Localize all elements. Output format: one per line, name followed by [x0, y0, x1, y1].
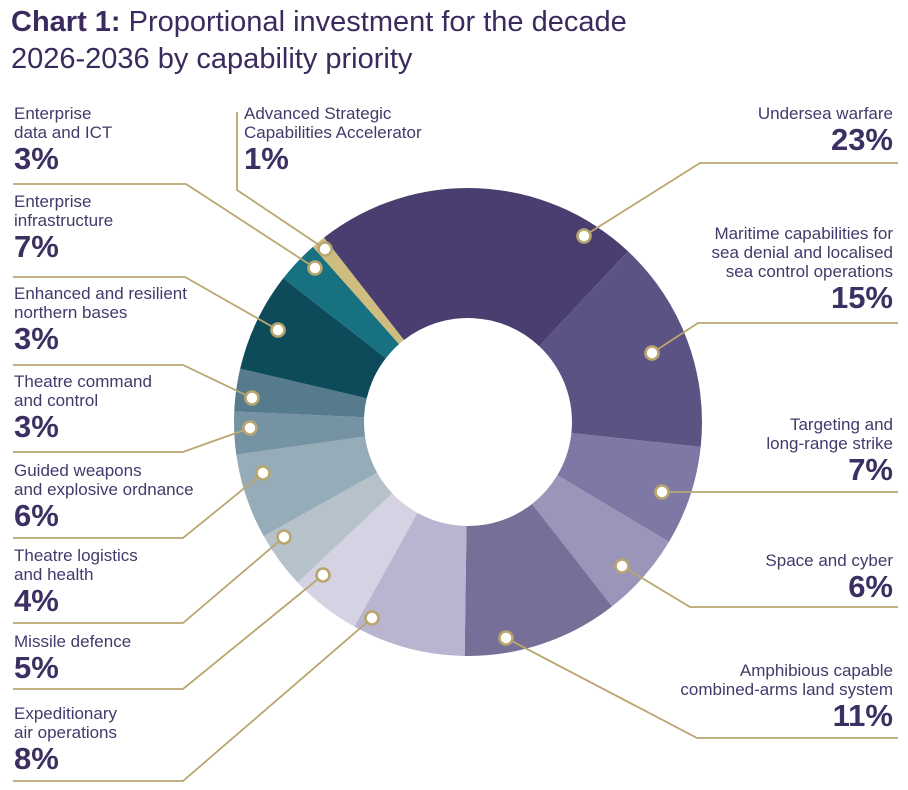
slice-percentage: 1% [244, 141, 289, 176]
slice-label-guided-weapons-ordnance: Guided weapons and explosive ordnance 6% [14, 461, 194, 532]
leader-dot-expeditionary-air-operations [364, 610, 380, 626]
slice-label-theatre-logistics-health: Theatre logistics and health 4% [14, 546, 138, 617]
donut-slice-maritime-capabilities [539, 251, 703, 447]
leader-dot-theatre-logistics-health [276, 529, 292, 545]
donut-slice-expeditionary-air-operations [354, 512, 467, 656]
slice-label-text: Enterprise data and ICT [14, 104, 113, 142]
leader-line-theatre-command-control [13, 427, 251, 453]
leader-line-maritime-capabilities [651, 322, 898, 354]
donut-slice-theatre-logistics-health [263, 472, 393, 583]
slice-label-expeditionary-air-operations: Expeditionary air operations 8% [14, 704, 117, 775]
leader-line-space-and-cyber [621, 565, 898, 608]
slice-label-text: Missile defence [14, 632, 132, 651]
leader-dot-targeting-long-range-strike [654, 484, 670, 500]
donut-slice-enterprise-infrastructure [240, 278, 386, 399]
slice-label-text: Space and cyber [765, 551, 893, 570]
slice-label-text: Maritime capabilities for sea denial and … [711, 224, 893, 281]
slice-label-text: Advanced Strategic Capabilities Accelerat… [244, 104, 422, 142]
slice-label-theatre-command-control: Theatre command and control 3% [14, 372, 152, 443]
slice-label-targeting-long-range-strike: Targeting and long-range strike 7% [766, 415, 893, 486]
slice-percentage: 3% [14, 409, 59, 444]
leader-dot-undersea-warfare [576, 228, 592, 244]
donut-slice-missile-defence [297, 493, 418, 627]
slice-label-amphibious-land-system: Amphibious capable combined-arms land sys… [680, 661, 893, 732]
donut-slice-advanced-strategic-capabilities-accelerator [312, 237, 404, 345]
slice-label-text: Enhanced and resilient northern bases [14, 284, 187, 322]
leader-dot-guided-weapons-ordnance [255, 465, 271, 481]
leader-line-advanced-strategic-capabilities-accelerator [236, 112, 326, 250]
slice-label-enterprise-infrastructure: Enterprise infrastructure 7% [14, 192, 113, 263]
leader-line-northern-bases [13, 364, 253, 399]
chart-title-line2: 2026-2036 by capability priority [11, 43, 413, 75]
slice-label-text: Undersea warfare [757, 104, 893, 123]
slice-label-text: Theatre command and control [14, 372, 152, 410]
slice-percentage: 3% [14, 321, 59, 356]
leader-line-undersea-warfare [583, 162, 898, 237]
slice-label-text: Theatre logistics and health [14, 546, 138, 584]
leader-dot-enterprise-infrastructure [270, 322, 286, 338]
slice-percentage: 6% [848, 569, 893, 604]
slice-percentage: 3% [14, 141, 59, 176]
donut-slice-targeting-long-range-strike [557, 433, 701, 542]
slice-percentage: 5% [14, 650, 59, 685]
slice-percentage: 11% [832, 698, 893, 733]
leader-line-missile-defence [13, 574, 324, 690]
slice-label-text: Expeditionary air operations [14, 704, 118, 742]
slice-label-text: Enterprise infrastructure [14, 192, 114, 230]
chart-title: Chart 1: Proportional investment for the… [11, 4, 791, 78]
slice-label-space-and-cyber: Space and cyber 6% [765, 551, 893, 603]
slice-percentage: 7% [14, 229, 59, 264]
leader-dot-northern-bases [244, 390, 260, 406]
leader-dot-maritime-capabilities [644, 345, 660, 361]
slice-label-maritime-capabilities: Maritime capabilities for sea denial and … [712, 224, 893, 314]
leader-line-expeditionary-air-operations [13, 617, 373, 782]
leader-line-guided-weapons-ordnance [13, 472, 264, 539]
slice-percentage: 8% [14, 741, 59, 776]
donut-slice-undersea-warfare [323, 188, 629, 347]
leader-dot-space-and-cyber [614, 558, 630, 574]
slice-label-text: Amphibious capable combined-arms land sys… [680, 661, 893, 699]
slice-percentage: 4% [14, 583, 59, 618]
leader-line-amphibious-land-system [505, 637, 898, 739]
leader-dot-amphibious-land-system [498, 630, 514, 646]
leader-dot-missile-defence [315, 567, 331, 583]
leader-dot-enterprise-data-ict [307, 260, 323, 276]
leader-line-enterprise-infrastructure [13, 276, 279, 331]
slice-label-undersea-warfare: Undersea warfare 23% [758, 104, 893, 156]
slice-percentage: 7% [848, 452, 893, 487]
chart-number: Chart 1: [11, 6, 121, 38]
slice-label-text: Targeting and long-range strike [766, 415, 893, 453]
donut-slice-amphibious-land-system [464, 503, 613, 657]
slice-percentage: 23% [830, 122, 893, 157]
leader-line-enterprise-data-ict [13, 183, 316, 269]
leader-line-theatre-logistics-health [13, 536, 285, 624]
donut-slice-northern-bases [234, 368, 367, 418]
slice-label-enterprise-data-ict: Enterprise data and ICT 3% [14, 104, 112, 175]
slice-label-missile-defence: Missile defence 5% [14, 632, 131, 684]
slice-label-northern-bases: Enhanced and resilient northern bases 3% [14, 284, 187, 355]
slice-label-advanced-strategic-capabilities-accelerator: Advanced Strategic Capabilities Accelerat… [244, 104, 422, 175]
leader-dot-theatre-command-control [242, 420, 258, 436]
leader-dot-advanced-strategic-capabilities-accelerator [317, 241, 333, 257]
slice-label-text: Guided weapons and explosive ordnance [14, 461, 194, 499]
donut-slice-theatre-command-control [234, 411, 366, 455]
chart-title-line1: Chart 1: Proportional investment for the… [11, 6, 627, 38]
slice-percentage: 15% [830, 280, 893, 315]
donut-slice-guided-weapons-ordnance [236, 436, 378, 537]
slice-percentage: 6% [14, 498, 59, 533]
